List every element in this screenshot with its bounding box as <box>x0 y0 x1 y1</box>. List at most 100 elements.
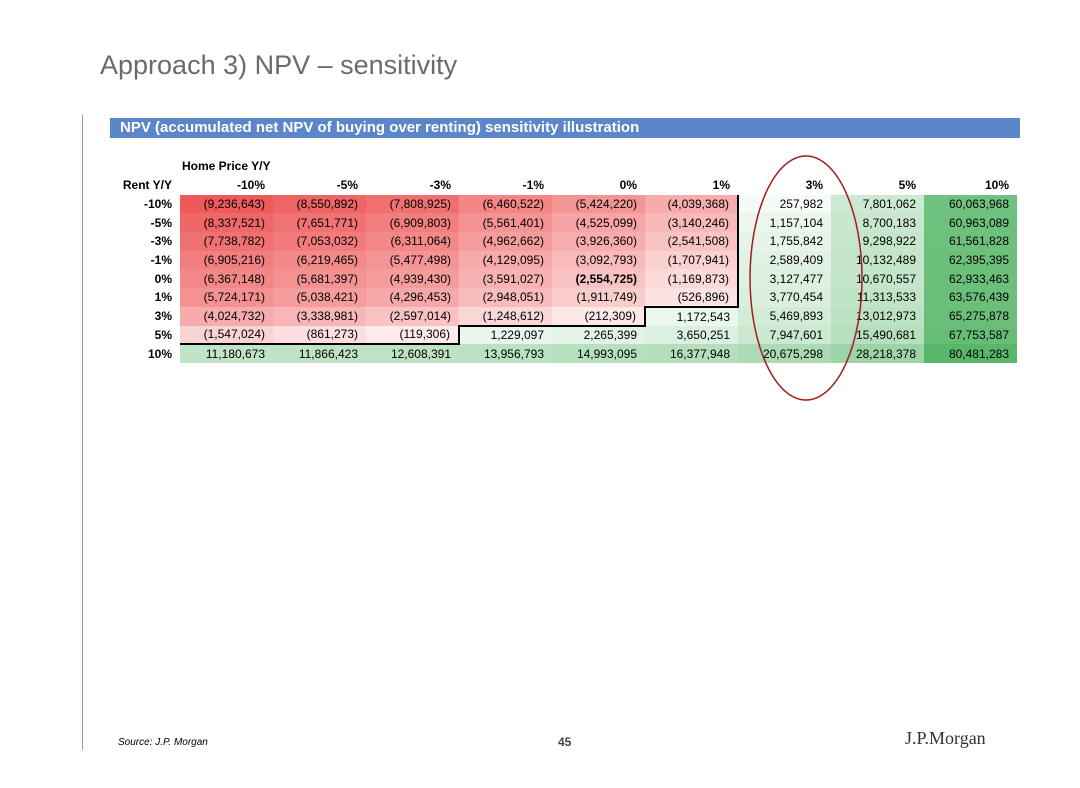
table-cell: (1,248,612) <box>459 306 552 327</box>
table-cell: 257,982 <box>738 194 831 214</box>
column-header: -10% <box>236 178 265 193</box>
table-cell: 3,127,477 <box>738 269 831 289</box>
table-cell: (1,547,024) <box>180 325 273 346</box>
table-cell: 11,866,423 <box>273 344 366 363</box>
table-cell: (2,554,725) <box>552 269 645 289</box>
table-cell: (3,591,027) <box>459 269 552 289</box>
table-cell: (526,896) <box>645 288 739 308</box>
table-cell: (9,236,643) <box>180 194 273 214</box>
table-cell: 13,956,793 <box>459 344 552 363</box>
table-cell: 63,576,439 <box>924 288 1017 307</box>
column-header: -3% <box>429 178 451 193</box>
table-row: -1% (6,905,216) (6,219,465) (5,477,498) (4,1… <box>110 250 1017 270</box>
slide-title: Approach 3) NPV – sensitivity <box>100 50 458 80</box>
table-cell: (212,309) <box>552 306 646 327</box>
table-cell: 10,132,489 <box>831 250 924 270</box>
table-cell: (5,477,498) <box>366 250 459 270</box>
table-cell: 9,298,922 <box>831 232 924 251</box>
row-header: 10% <box>147 346 172 361</box>
table-cell: (4,962,662) <box>459 232 552 251</box>
table-cell: (4,525,099) <box>552 213 645 233</box>
table-cell: (2,948,051) <box>459 288 552 307</box>
table-row: 5% (1,547,024) (861,273) (119,306) 1,229,097… <box>110 325 1017 346</box>
table-cell: (6,909,803) <box>366 213 459 233</box>
row-header: -10% <box>143 197 172 212</box>
table-row: 0% (6,367,148) (5,681,397) (4,939,430) (3,59… <box>110 269 1017 289</box>
table-cell: 65,275,878 <box>924 306 1017 326</box>
table-cell: 3,650,251 <box>645 325 738 345</box>
table-row: 3% (4,024,732) (3,338,981) (2,597,014) (1,24… <box>110 306 1017 327</box>
table-row: 1% (5,724,171) (5,038,421) (4,296,453) (2,94… <box>110 288 1017 308</box>
row-header: 5% <box>154 327 172 342</box>
table-cell: 5,469,893 <box>738 306 831 326</box>
table-cell: (5,424,220) <box>552 194 645 214</box>
table-cell: (5,681,397) <box>273 269 366 289</box>
table-cell: 7,801,062 <box>831 194 924 214</box>
table-cell: 2,265,399 <box>552 325 645 345</box>
table-cell: (8,337,521) <box>180 213 273 233</box>
table-row: -10% (9,236,643) (8,550,892) (7,808,925) (6,… <box>110 194 1017 214</box>
table-cell: 11,313,533 <box>831 288 924 307</box>
row-header: -1% <box>150 253 172 268</box>
row-header: 0% <box>154 271 172 286</box>
table-cell: 28,218,378 <box>831 344 924 363</box>
table-cell: 60,063,968 <box>924 194 1017 214</box>
table-cell: (6,905,216) <box>180 250 273 270</box>
page-number: 45 <box>558 735 572 749</box>
table-cell: (5,038,421) <box>273 288 366 307</box>
table-cell: (6,460,522) <box>459 194 552 214</box>
table-cell: 11,180,673 <box>180 344 273 363</box>
table-cell: 2,589,409 <box>738 250 831 270</box>
table-cell: 15,490,681 <box>831 325 924 345</box>
table-cell: (3,092,793) <box>552 250 645 270</box>
table-cell: (3,926,360) <box>552 232 645 251</box>
table-row: 10% 11,180,673 11,866,423 12,608,391 13,956,… <box>110 344 1017 363</box>
table-row: -5% (8,337,521) (7,651,771) (6,909,803) (5,5… <box>110 213 1017 233</box>
column-header: -1% <box>522 178 544 193</box>
table-cell: 20,675,298 <box>738 344 831 363</box>
column-header: 0% <box>619 178 637 193</box>
divider <box>82 115 83 750</box>
table-cell: 8,700,183 <box>831 213 924 233</box>
table-cell: (1,169,873) <box>645 269 739 289</box>
table-cell: 3,770,454 <box>738 288 831 307</box>
table-cell: (5,724,171) <box>180 288 273 307</box>
table-cell: (5,561,401) <box>459 213 552 233</box>
table-cell: 1,229,097 <box>459 325 552 345</box>
table-cell: 1,755,842 <box>738 232 831 251</box>
table-cell: (7,651,771) <box>273 213 366 233</box>
column-axis-label: Home Price Y/Y <box>182 159 271 173</box>
table-cell: (8,550,892) <box>273 194 366 214</box>
table-cell: (7,738,782) <box>180 232 273 251</box>
column-header: -5% <box>336 178 358 193</box>
table-cell: 61,561,828 <box>924 232 1017 251</box>
table-cell: 14,993,095 <box>552 344 645 363</box>
table-cell: (6,367,148) <box>180 269 273 289</box>
table-cell: (4,039,368) <box>645 194 739 214</box>
column-header: 1% <box>712 178 730 193</box>
table-cell: 62,395,395 <box>924 250 1017 270</box>
table-cell: (3,140,246) <box>645 213 739 233</box>
table-cell: (4,296,453) <box>366 288 459 307</box>
table-cell: 1,157,104 <box>738 213 831 233</box>
table-cell: 67,753,587 <box>924 325 1017 345</box>
table-cell: (2,597,014) <box>366 306 459 326</box>
table-cell: 62,933,463 <box>924 269 1017 289</box>
table-cell: 60,963,089 <box>924 213 1017 233</box>
logo: J.P.Morgan <box>905 728 986 748</box>
table-cell: 1,172,543 <box>645 306 738 326</box>
table-cell: (4,129,095) <box>459 250 552 270</box>
table-cell: 13,012,973 <box>831 306 924 326</box>
table-cell: (4,024,732) <box>180 306 273 326</box>
column-header: 3% <box>805 178 823 193</box>
table-row: -3% (7,738,782) (7,053,032) (6,311,064) (4,9… <box>110 232 1017 251</box>
sensitivity-table: Rent Y/Y -10% -5% -3% -1% 0% 1% 3% 5% 10% -10% (9,… <box>110 176 1017 363</box>
table-cell: (119,306) <box>366 325 460 346</box>
table-cell: (1,707,941) <box>645 250 739 270</box>
column-header: 5% <box>898 178 916 193</box>
table-cell: 10,670,557 <box>831 269 924 289</box>
table-cell: 16,377,948 <box>645 344 738 363</box>
table-cell: (7,808,925) <box>366 194 459 214</box>
source: Source: J.P. Morgan <box>118 737 208 748</box>
header-row: Rent Y/Y -10% -5% -3% -1% 0% 1% 3% 5% 10% <box>110 176 1017 195</box>
